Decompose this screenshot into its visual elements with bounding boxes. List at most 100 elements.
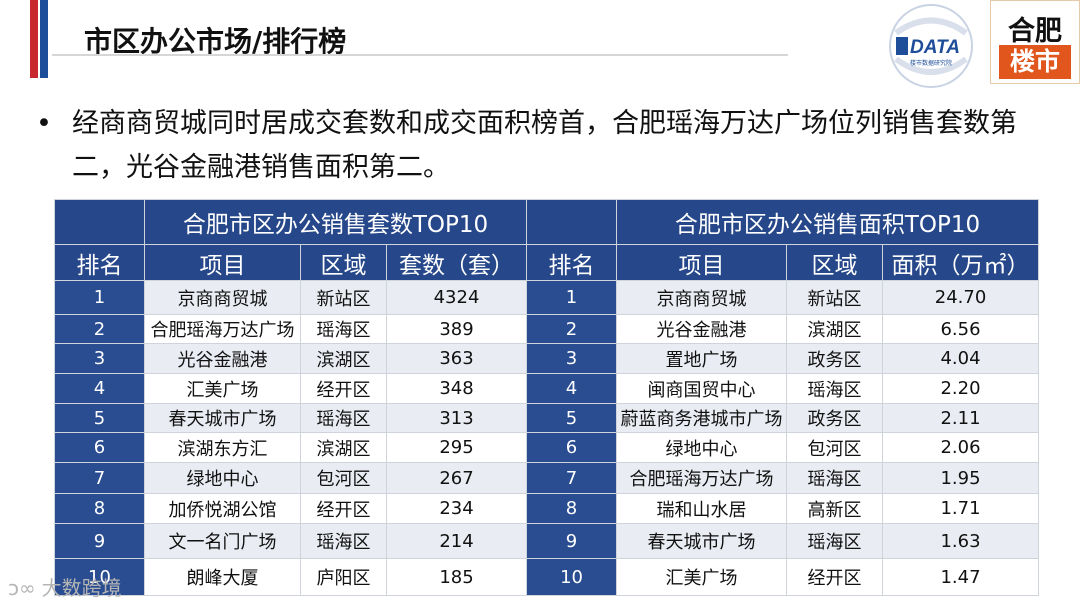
value-cell: 313: [385, 403, 528, 433]
rank-cell: 4: [54, 373, 145, 404]
district-cell: 滨湖区: [786, 314, 884, 344]
project-cell: 置地广场: [616, 343, 788, 374]
value-cell: 1.47: [882, 558, 1040, 596]
table-row: 7 绿地中心 包河区 267 7 合肥瑶海万达广场 瑶海区 1.95: [54, 462, 1040, 494]
project-cell: 合肥瑶海万达广场: [616, 462, 788, 494]
value-cell: 1.95: [882, 462, 1040, 494]
district-cell: 政务区: [786, 343, 884, 374]
district-cell: 包河区: [786, 432, 884, 463]
rank-cell: 1: [526, 280, 618, 315]
accent-bar-red: [30, 0, 38, 78]
value-cell: 24.70: [882, 280, 1040, 315]
value-cell: 1.63: [882, 523, 1040, 559]
value-cell: 2.20: [882, 373, 1040, 404]
rank-cell: 8: [526, 493, 618, 524]
bullet-dot: •: [36, 108, 52, 139]
district-cell: 瑶海区: [300, 314, 387, 344]
data-logo: DATA 楼市数据研究院: [889, 4, 973, 88]
rank-cell: 7: [526, 462, 618, 494]
col-header: 项目: [144, 244, 301, 281]
district-cell: 滨湖区: [300, 432, 387, 463]
value-cell: 185: [385, 558, 528, 596]
project-cell: 春天城市广场: [144, 403, 301, 433]
watermark-text: 大数跨境: [41, 576, 122, 600]
col-header: 面积（万㎡）: [882, 244, 1040, 281]
district-cell: 经开区: [300, 373, 387, 404]
project-cell: 春天城市广场: [616, 523, 788, 559]
project-cell: 蔚蓝商务港城市广场: [616, 403, 788, 433]
accent-bar-blue: [40, 0, 48, 78]
rank-cell: 9: [526, 523, 618, 559]
title-divider: [52, 54, 788, 56]
district-cell: 新站区: [786, 280, 884, 315]
project-cell: 绿地中心: [616, 432, 788, 463]
rank-cell: 8: [54, 493, 145, 524]
value-cell: 4.04: [882, 343, 1040, 374]
col-header: 区域: [786, 244, 884, 281]
rank-cell: 9: [54, 523, 145, 559]
district-cell: 政务区: [786, 403, 884, 433]
col-header: 排名: [526, 244, 618, 281]
district-cell: 瑶海区: [786, 523, 884, 559]
value-cell: 348: [385, 373, 528, 404]
project-cell: 汇美广场: [144, 373, 301, 404]
table-row: 3 光谷金融港 滨湖区 363 3 置地广场 政务区 4.04: [54, 343, 1040, 374]
project-cell: 光谷金融港: [616, 314, 788, 344]
district-cell: 庐阳区: [300, 558, 387, 596]
value-cell: 295: [385, 432, 528, 463]
district-cell: 瑶海区: [300, 403, 387, 433]
project-cell: 京商商贸城: [616, 280, 788, 315]
project-cell: 光谷金融港: [144, 343, 301, 374]
district-cell: 滨湖区: [300, 343, 387, 374]
rank-cell: 6: [526, 432, 618, 463]
col-header: 区域: [300, 244, 387, 281]
table-row: 6 滨湖东方汇 滨湖区 295 6 绿地中心 包河区 2.06: [54, 432, 1040, 463]
corner-cell-right: [526, 199, 618, 245]
district-cell: 高新区: [786, 493, 884, 524]
value-cell: 214: [385, 523, 528, 559]
rank-cell: 2: [526, 314, 618, 344]
project-cell: 绿地中心: [144, 462, 301, 494]
rank-cell: 7: [54, 462, 145, 494]
value-cell: 2.11: [882, 403, 1040, 433]
watermark-logo-icon: ↄ∞: [8, 576, 36, 600]
project-cell: 京商商贸城: [144, 280, 301, 315]
project-cell: 汇美广场: [616, 558, 788, 596]
rank-cell: 1: [54, 280, 145, 315]
svg-text:楼市数据研究院: 楼市数据研究院: [910, 59, 952, 67]
svg-text:DATA: DATA: [910, 37, 960, 58]
corner-cell-left: [54, 199, 145, 245]
col-header: 套数（套）: [385, 244, 528, 281]
table-row: 1 京商商贸城 新站区 4324 1 京商商贸城 新站区 24.70: [54, 280, 1040, 315]
value-cell: 1.71: [882, 493, 1040, 524]
value-cell: 389: [385, 314, 528, 344]
value-cell: 6.56: [882, 314, 1040, 344]
project-cell: 合肥瑶海万达广场: [144, 314, 301, 344]
logo-bottom-text: 楼市: [999, 45, 1071, 79]
rank-cell: 6: [54, 432, 145, 463]
watermark: ↄ∞ 大数跨境: [8, 572, 122, 601]
project-cell: 朗峰大厦: [144, 558, 301, 596]
district-cell: 瑶海区: [786, 373, 884, 404]
hefei-loushi-logo: 合肥 楼市: [990, 0, 1080, 84]
project-cell: 滨湖东方汇: [144, 432, 301, 463]
rank-cell: 5: [526, 403, 618, 433]
right-table-title: 合肥市区办公销售面积TOP10: [616, 199, 1040, 245]
project-cell: 文一名门广场: [144, 523, 301, 559]
rank-cell: 10: [526, 558, 618, 596]
logo-top-text: 合肥: [1008, 16, 1062, 47]
table-row: 5 春天城市广场 瑶海区 313 5 蔚蓝商务港城市广场 政务区 2.11: [54, 403, 1040, 433]
table-row: 8 加侨悦湖公馆 经开区 234 8 瑞和山水居 高新区 1.71: [54, 493, 1040, 524]
rank-cell: 3: [526, 343, 618, 374]
rank-cell: 3: [54, 343, 145, 374]
project-cell: 加侨悦湖公馆: [144, 493, 301, 524]
value-cell: 234: [385, 493, 528, 524]
district-cell: 瑶海区: [300, 523, 387, 559]
col-header: 排名: [54, 244, 145, 281]
rank-cell: 5: [54, 403, 145, 433]
value-cell: 2.06: [882, 432, 1040, 463]
left-table-title: 合肥市区办公销售套数TOP10: [143, 199, 528, 245]
bullet-text: 经商商贸城同时居成交套数和成交面积榜首，合肥瑶海万达广场位列销售套数第二，光谷金…: [72, 108, 1017, 183]
col-header: 项目: [616, 244, 788, 281]
district-cell: 经开区: [300, 493, 387, 524]
